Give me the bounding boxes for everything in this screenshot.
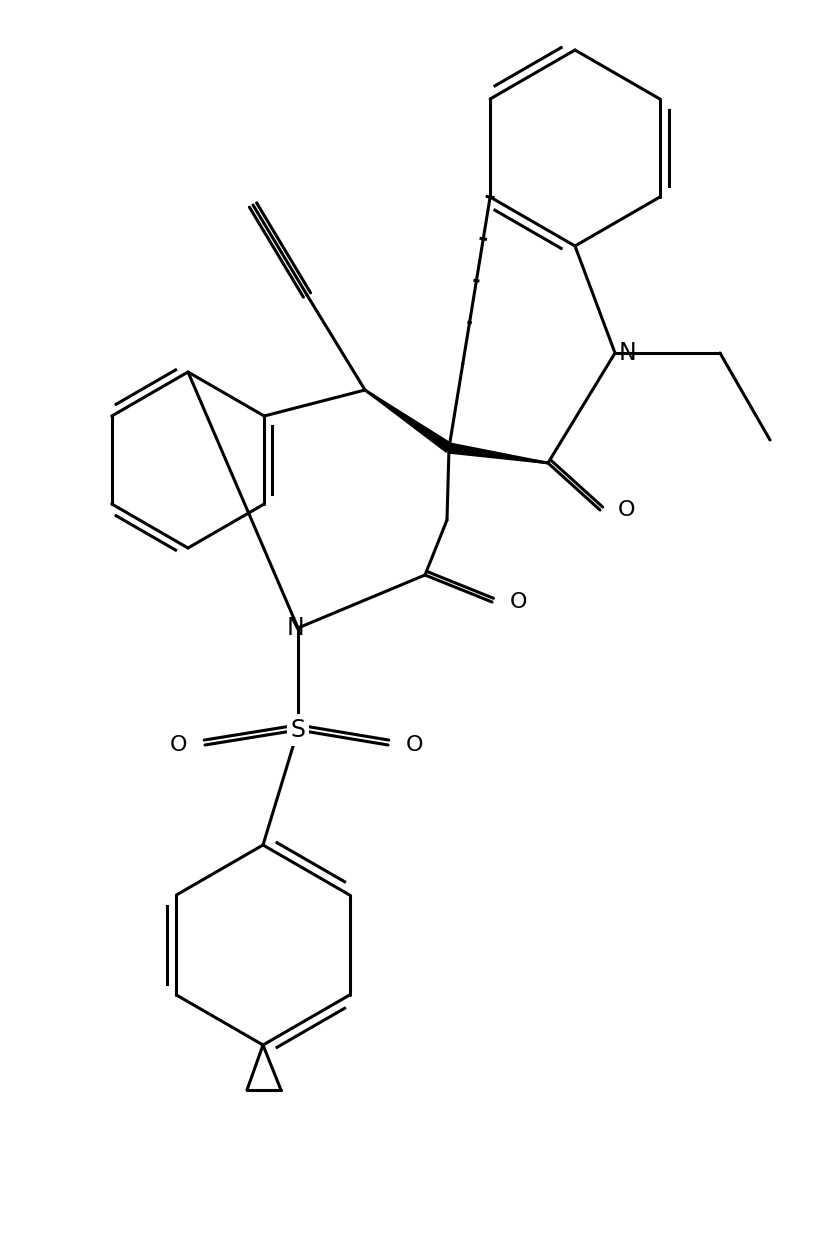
Text: O: O: [406, 735, 423, 755]
Polygon shape: [364, 390, 452, 452]
Text: N: N: [619, 341, 637, 365]
Text: O: O: [618, 500, 636, 520]
Polygon shape: [448, 444, 548, 464]
Text: O: O: [510, 592, 528, 612]
Text: N: N: [286, 616, 304, 640]
Text: S: S: [290, 718, 305, 743]
Text: O: O: [169, 735, 187, 755]
